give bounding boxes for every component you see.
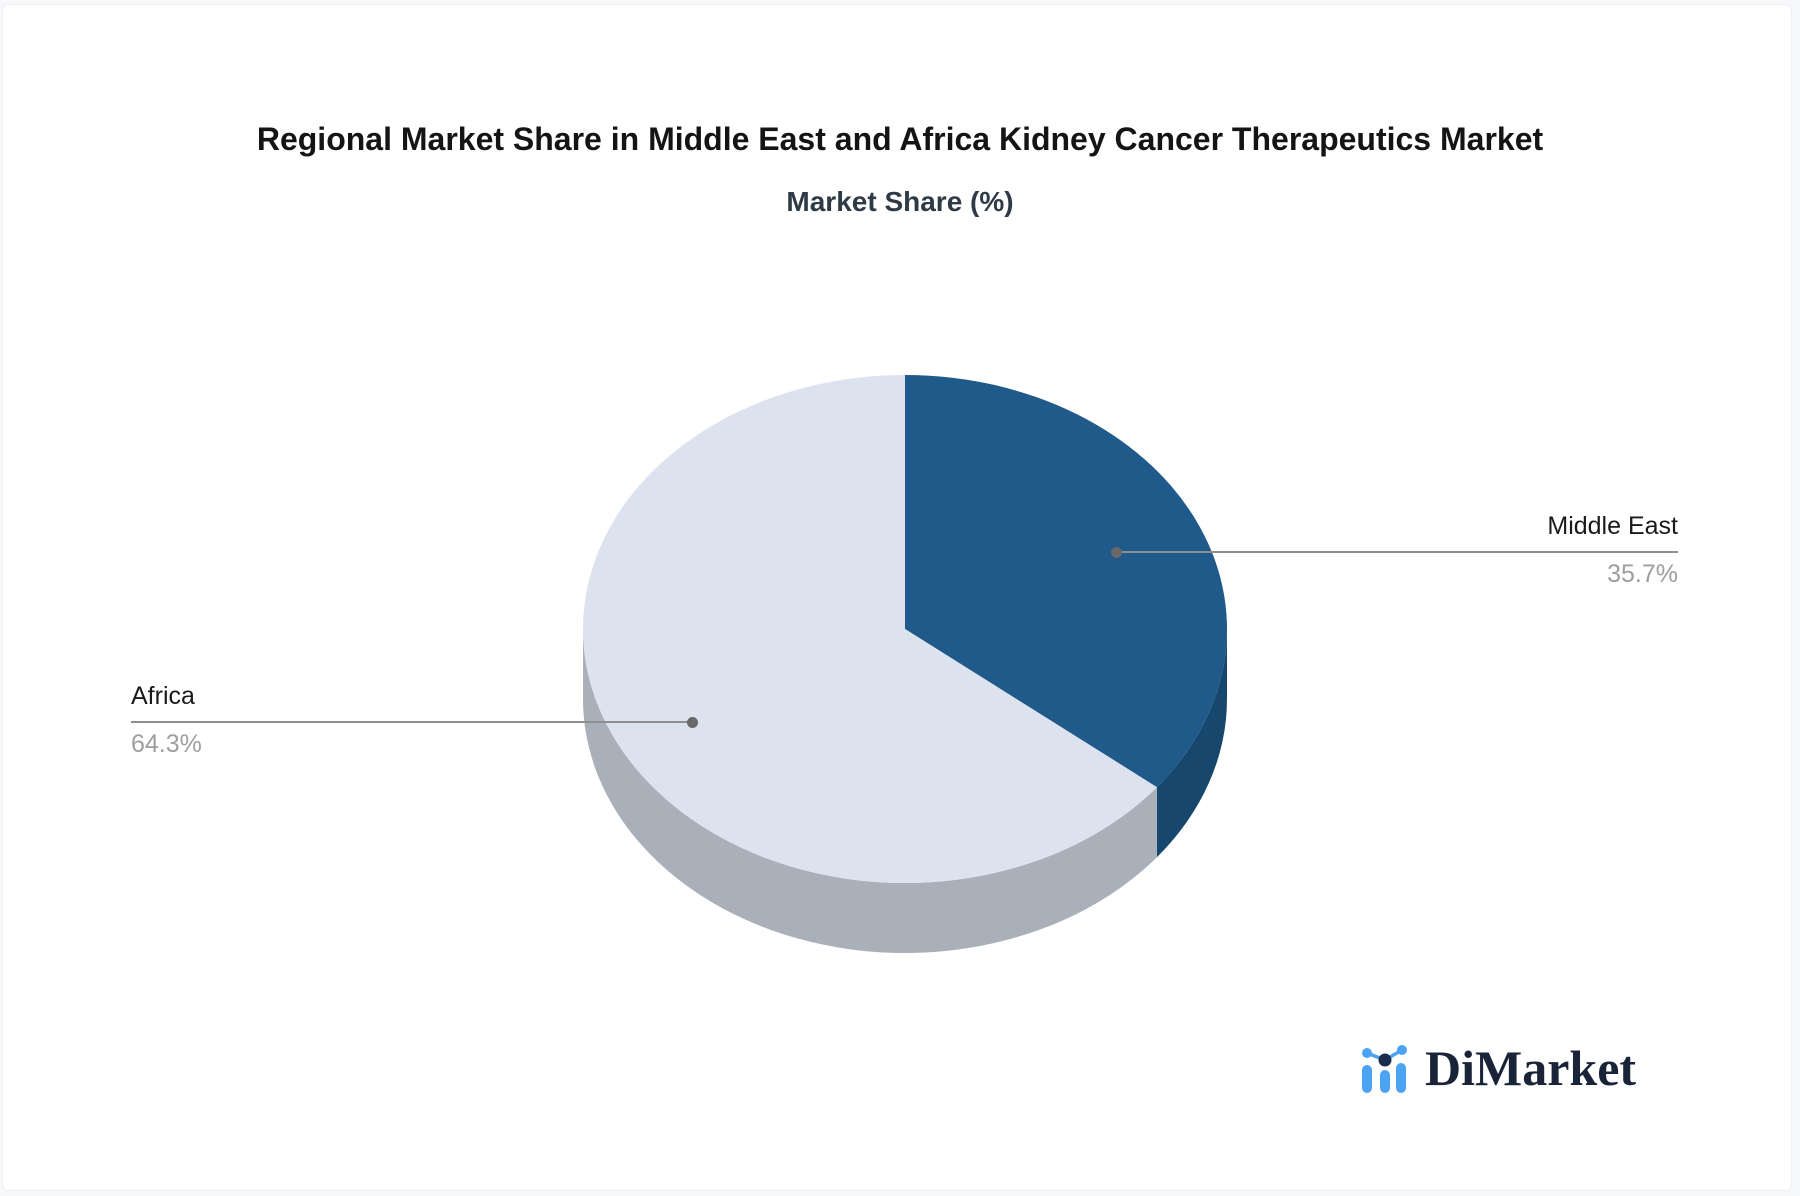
chart-subtitle: Market Share (%) — [786, 186, 1014, 217]
dimarket-logo-icon — [1362, 1045, 1407, 1093]
middle-east-percentage: 35.7% — [1607, 560, 1678, 588]
middle-east-leader-line — [1116, 551, 1678, 553]
pie-slice-africa[interactable] — [583, 375, 1157, 883]
middle-east-label: Middle East — [1547, 512, 1678, 540]
africa-percentage: 64.3% — [131, 730, 202, 758]
africa-anchor-dot — [687, 717, 698, 728]
africa-leader-line — [131, 721, 692, 723]
dimarket-logo: DiMarket — [1358, 1038, 1636, 1098]
pie-slice-middle-east[interactable] — [905, 375, 1228, 788]
pie-slice-side-africa — [583, 629, 1157, 954]
africa-label: Africa — [131, 682, 195, 710]
pie-slice-side-middle-east — [1156, 629, 1227, 858]
chart-title: Regional Market Share in Middle East and… — [256, 121, 1544, 157]
dimarket-logo-text: DiMarket — [1425, 1040, 1637, 1096]
middle-east-anchor-dot — [1111, 547, 1122, 558]
